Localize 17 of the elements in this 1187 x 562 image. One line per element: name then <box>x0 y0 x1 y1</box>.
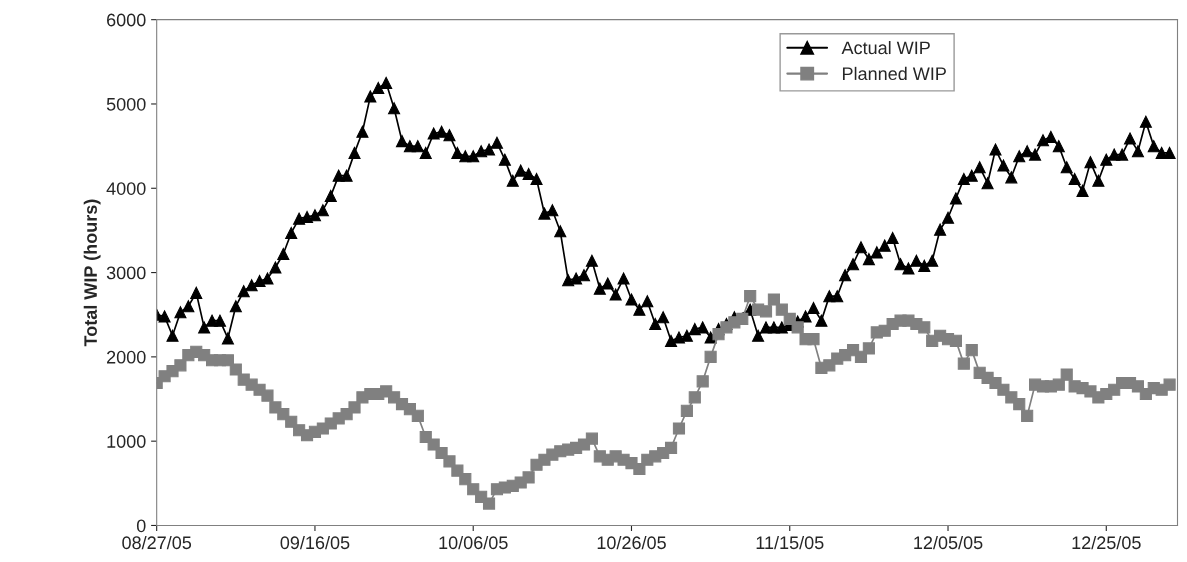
x-tick-label: 10/06/05 <box>439 535 508 550</box>
x-tick-label: 12/05/05 <box>914 535 983 550</box>
x-tick-label: 08/27/05 <box>122 535 192 550</box>
y-tick-label: 0 <box>136 519 146 533</box>
y-tick-label: 6000 <box>107 13 146 27</box>
legend-label: Actual WIP <box>841 40 930 55</box>
x-tick-label: 12/25/05 <box>1072 535 1141 550</box>
y-tick-label: 3000 <box>106 266 146 280</box>
y-tick-label: 4000 <box>106 182 146 195</box>
y-axis-title: Total WIP (hours) <box>83 199 101 347</box>
x-tick-label: 09/16/05 <box>280 535 350 550</box>
y-tick-label: 5000 <box>106 97 146 111</box>
legend-label: Planned WIP <box>842 66 946 81</box>
y-tick-label: 1000 <box>107 435 146 448</box>
y-tick-label: 2000 <box>107 350 146 364</box>
x-tick-label: 11/15/05 <box>756 535 824 550</box>
x-tick-label: 10/26/05 <box>597 535 666 550</box>
